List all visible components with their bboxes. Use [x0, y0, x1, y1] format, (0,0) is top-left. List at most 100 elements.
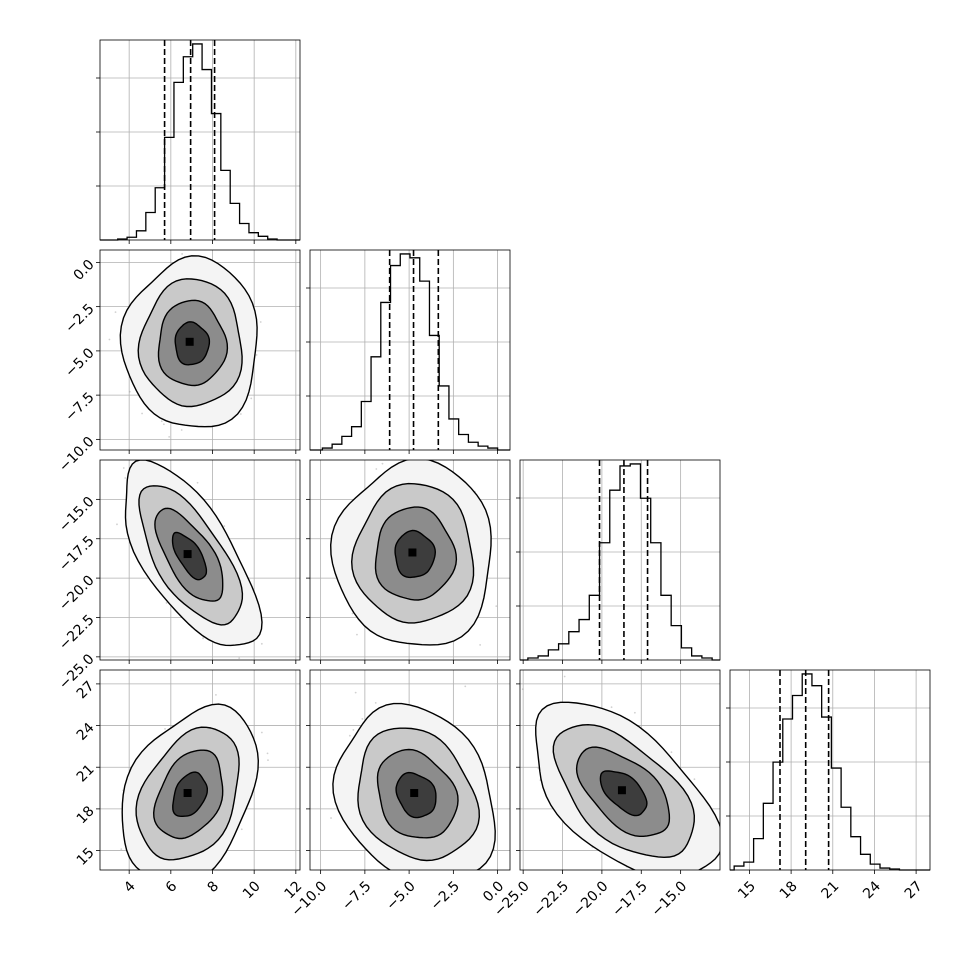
scatter-panel-1-0	[99, 249, 301, 455]
sample-point	[708, 887, 710, 889]
density-peak	[617, 786, 626, 795]
contour-line	[329, 460, 492, 646]
contour-line	[174, 321, 211, 366]
sample-point	[223, 525, 226, 527]
x-tick-label: 8	[204, 878, 222, 896]
contour-line	[357, 727, 481, 862]
scatter-panel-3-0	[99, 669, 301, 879]
panel-frame	[99, 39, 301, 241]
sample-point	[181, 253, 184, 255]
contour-line	[124, 460, 263, 647]
density-layer	[520, 675, 720, 889]
sample-point	[145, 436, 147, 438]
histogram-step	[730, 673, 930, 871]
sample-point	[354, 691, 357, 694]
sample-point	[115, 441, 117, 443]
panel-frame	[309, 249, 511, 451]
y-tick-label: −20.0	[56, 572, 98, 614]
panel-frame	[729, 669, 931, 871]
x-tick-label: −2.5	[428, 878, 463, 913]
x-tick-label: 18	[777, 878, 801, 902]
contour-line	[534, 701, 720, 870]
panel-frame	[519, 669, 721, 871]
contour-line	[575, 746, 671, 837]
sample-point	[250, 397, 253, 400]
sample-point	[240, 828, 243, 831]
histogram-step	[100, 43, 300, 241]
sample-point	[165, 602, 168, 604]
y-tick-label: −17.5	[56, 533, 98, 575]
scatter-panel-2-1	[309, 455, 525, 661]
sample-point	[178, 453, 180, 455]
density-peak	[183, 550, 192, 559]
sample-point	[475, 870, 477, 872]
density-peak	[185, 337, 194, 346]
sample-point	[411, 870, 413, 872]
contour-line	[121, 703, 260, 870]
x-tick-label: 24	[860, 878, 884, 902]
sample-point	[479, 644, 482, 646]
contour-line	[171, 531, 208, 581]
sample-point	[691, 887, 693, 889]
hist-panel-3-3	[726, 669, 931, 871]
x-tick-label: 21	[818, 878, 842, 902]
sample-point	[670, 751, 673, 754]
contour-line	[152, 749, 224, 840]
sample-point	[181, 877, 183, 879]
sample-point	[108, 338, 111, 341]
sample-point	[356, 633, 358, 636]
sample-point	[122, 467, 125, 469]
density-peak	[408, 548, 417, 557]
sample-point	[351, 612, 354, 615]
hist-panel-2-2	[516, 459, 721, 661]
contour-line	[350, 482, 475, 624]
panel-frame	[99, 249, 301, 451]
sample-point	[141, 412, 143, 415]
sample-point	[374, 701, 377, 704]
contour-line	[119, 255, 258, 428]
sample-point	[718, 882, 720, 884]
sample-point	[361, 718, 364, 720]
contour-line	[374, 506, 458, 601]
x-tick-label: −5.0	[383, 878, 418, 913]
x-tick-label: −15.0	[649, 878, 691, 920]
sample-point	[190, 871, 192, 873]
contour-line	[376, 748, 459, 839]
y-tick-label: 18	[74, 803, 98, 827]
sample-point	[633, 711, 636, 714]
sample-point	[162, 423, 165, 426]
y-tick-label: −7.5	[62, 389, 97, 424]
histogram-step	[520, 463, 720, 661]
y-tick-label: −22.5	[56, 612, 98, 654]
sample-point	[120, 848, 123, 851]
sample-point	[202, 637, 204, 640]
panel-frame	[519, 459, 721, 661]
sample-point	[403, 455, 405, 457]
x-tick-label: 27	[902, 878, 926, 902]
y-tick-label: 21	[74, 762, 98, 786]
sample-point	[128, 390, 131, 393]
contour-line	[137, 278, 243, 408]
scatter-panel-3-2	[519, 669, 721, 889]
sample-point	[259, 321, 262, 323]
x-tick-label: −17.5	[609, 878, 651, 920]
contour-line	[138, 485, 244, 626]
sample-point	[171, 877, 173, 879]
sample-point	[196, 481, 199, 484]
x-tick-label: 4	[121, 878, 139, 896]
sample-point	[642, 873, 644, 875]
y-tick-label: 24	[74, 720, 98, 744]
sample-point	[641, 875, 643, 877]
panel-frame	[99, 669, 301, 871]
sample-point	[464, 685, 467, 688]
contour-line	[135, 726, 240, 861]
sample-point	[330, 817, 332, 819]
y-tick-label: 0.0	[71, 257, 98, 284]
density-layer	[100, 683, 300, 879]
panel-frame	[309, 459, 511, 661]
density-layer	[100, 436, 300, 660]
x-tick-label: −22.5	[530, 878, 572, 920]
sample-point	[348, 734, 351, 737]
sample-point	[523, 581, 525, 583]
y-tick-label: −5.0	[62, 345, 97, 380]
